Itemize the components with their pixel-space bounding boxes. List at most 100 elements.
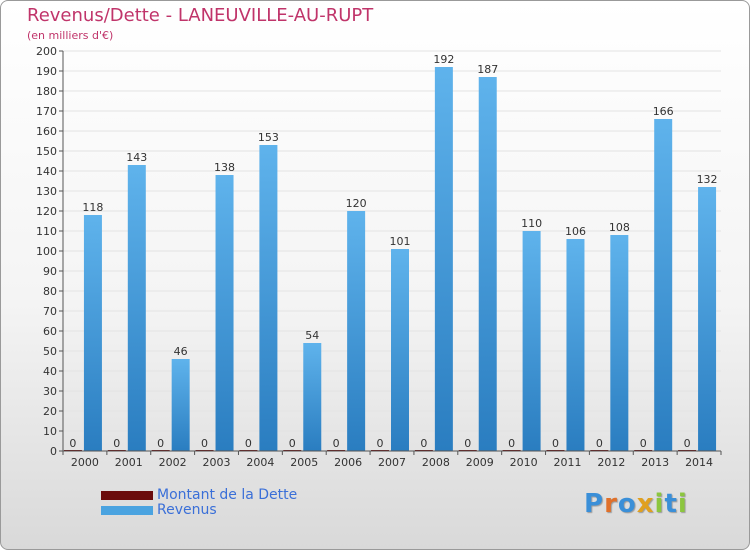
y-tick-label: 160 [36,125,57,138]
bar-revenus [171,359,190,451]
data-label-revenus: 187 [477,63,498,76]
y-tick-label: 190 [36,65,57,78]
y-tick-label: 150 [36,145,57,158]
data-label-dette: 0 [157,437,164,450]
bar-revenus [127,165,146,451]
bar-revenus [347,211,366,451]
data-label-dette: 0 [201,437,208,450]
x-tick-label: 2009 [466,456,494,469]
data-label-revenus: 153 [258,131,279,144]
bars [63,67,717,451]
bar-revenus [215,175,234,451]
legend-label-revenus: Revenus [157,502,217,518]
y-tick-label: 70 [43,305,57,318]
x-tick-label: 2001 [115,456,143,469]
bar-revenus [434,67,453,451]
legend-swatch-dette [101,490,153,500]
bar-revenus [698,187,717,451]
data-label-revenus: 110 [521,217,542,230]
logo-letter: t [664,489,678,519]
x-tick-label: 2000 [71,456,99,469]
proxiti-logo: Proxiti [584,489,688,519]
x-tick-label: 2003 [203,456,231,469]
bar-revenus [654,119,673,451]
y-tick-label: 50 [43,345,57,358]
data-label-dette: 0 [420,437,427,450]
x-tick-label: 2014 [685,456,713,469]
y-tick-label: 100 [36,245,57,258]
data-label-dette: 0 [596,437,603,450]
logo-letter: o [617,489,637,519]
y-axis-ticks: 0 10 20 30 40 50 60 70 80 90 100 110 120 130 140 150 160… [36,45,63,458]
data-label-dette: 0 [684,437,691,450]
y-tick-label: 200 [36,45,57,58]
data-label-dette: 0 [69,437,76,450]
data-label-dette: 0 [377,437,384,450]
y-tick-label: 180 [36,85,57,98]
x-tick-label: 2008 [422,456,450,469]
data-labels: 0 118 0 143 0 46 0 138 0 153 0 54 0 120 0 101 0 192 0 187 0 1… [69,53,717,450]
y-tick-label: 0 [50,445,57,458]
x-tick-label: 2004 [246,456,274,469]
data-label-revenus: 166 [653,105,674,118]
chart-subtitle: (en milliers d'€) [27,29,114,42]
bar-revenus [391,249,409,451]
y-tick-label: 140 [36,165,57,178]
y-tick-label: 60 [43,325,57,338]
legend-item-revenus: Revenus [101,502,217,518]
y-tick-label: 90 [43,265,57,278]
data-label-revenus: 138 [214,161,235,174]
y-tick-label: 120 [36,205,57,218]
data-label-revenus: 106 [565,225,586,238]
data-label-dette: 0 [333,437,340,450]
data-label-revenus: 108 [609,221,630,234]
data-label-dette: 0 [289,437,296,450]
bar-revenus [610,235,629,451]
y-tick-label: 40 [43,365,57,378]
bar-revenus [259,145,278,451]
legend-swatch-revenus [101,505,153,515]
data-label-revenus: 101 [390,235,411,248]
logo-letter: i [654,489,665,519]
y-tick-label: 170 [36,105,57,118]
data-label-dette: 0 [464,437,471,450]
data-label-dette: 0 [508,437,515,450]
logo-letter: P [584,489,605,519]
bar-revenus [303,343,322,451]
x-tick-label: 2013 [641,456,669,469]
data-label-dette: 0 [640,437,647,450]
bar-revenus [522,231,541,451]
data-label-revenus: 118 [82,201,103,214]
data-label-revenus: 120 [346,197,367,210]
y-tick-label: 10 [43,425,57,438]
chart-title: Revenus/Dette - LANEUVILLE-AU-RUPT [27,5,374,26]
bar-revenus [566,239,585,451]
logo-letter: r [604,489,618,519]
data-label-dette: 0 [552,437,559,450]
bar-revenus [478,77,497,451]
y-tick-label: 110 [36,225,57,238]
x-tick-label: 2007 [378,456,406,469]
data-label-dette: 0 [245,437,252,450]
logo-letter: i [677,489,688,519]
y-tick-label: 20 [43,405,57,418]
x-tick-label: 2011 [553,456,581,469]
data-label-revenus: 143 [126,151,147,164]
data-label-revenus: 132 [697,173,718,186]
bar-revenus [83,215,102,451]
x-tick-label: 2012 [597,456,625,469]
data-label-revenus: 192 [433,53,454,66]
data-label-dette: 0 [113,437,120,450]
data-label-revenus: 54 [305,329,319,342]
data-label-revenus: 46 [174,345,188,358]
y-tick-label: 80 [43,285,57,298]
logo-letter: x [636,489,655,519]
x-tick-label: 2005 [290,456,318,469]
x-axis-ticks: 2000 2001 2002 2003 2004 2005 2006 2007 2008 2009… [62,451,722,469]
x-tick-label: 2010 [510,456,538,469]
x-tick-label: 2006 [334,456,362,469]
legend-label-dette: Montant de la Dette [157,487,298,503]
y-tick-label: 130 [36,185,57,198]
